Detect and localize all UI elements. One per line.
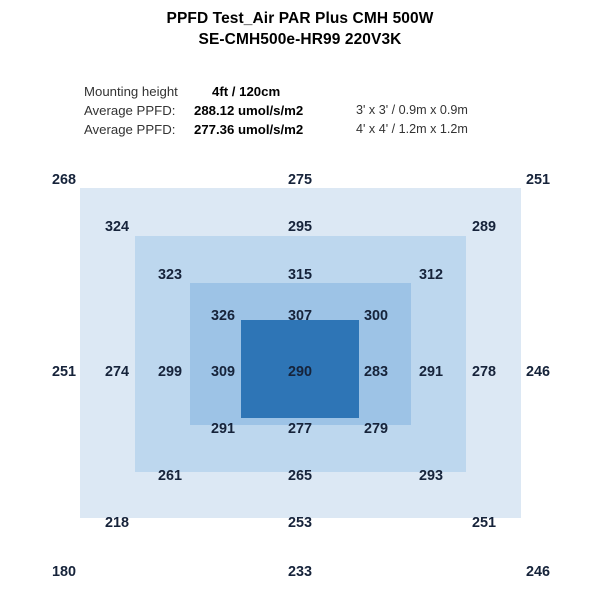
average-ppfd-label-2: Average PPFD: [84, 122, 176, 137]
value-r4c8: 246 [525, 364, 551, 380]
average-ppfd-row-1: Average PPFD: 288.12 umol/s/m2 3' x 3' / … [84, 101, 544, 120]
value-r1c7: 289 [471, 219, 497, 235]
average-ppfd-area-1: 3' x 3' / 0.9m x 0.9m [356, 103, 468, 117]
value-r0c8: 251 [525, 172, 551, 188]
average-ppfd-area-2: 4' x 4' / 1.2m x 1.2m [356, 122, 468, 136]
average-ppfd-value-1: 288.12 umol/s/m2 [194, 103, 304, 118]
value-r5c3: 291 [210, 421, 236, 437]
value-r6c4: 265 [287, 468, 313, 484]
average-ppfd-label-1: Average PPFD: [84, 103, 176, 118]
value-r5c4: 277 [287, 421, 313, 437]
value-r8c0: 180 [51, 564, 77, 580]
value-r7c7: 251 [471, 515, 497, 531]
value-r1c4: 295 [287, 219, 313, 235]
value-r6c6: 293 [418, 468, 444, 484]
value-r4c0: 251 [51, 364, 77, 380]
value-r6c2: 261 [157, 468, 183, 484]
value-r4c4: 290 [287, 364, 313, 380]
value-r3c4: 307 [287, 308, 313, 324]
value-r2c4: 315 [287, 267, 313, 283]
ring-4-center-rect [241, 320, 359, 418]
value-r4c2: 299 [157, 364, 183, 380]
mounting-height-row: Mounting height 4ft / 120cm [84, 82, 544, 101]
mounting-height-value: 4ft / 120cm [212, 84, 281, 99]
value-r7c4: 253 [287, 515, 313, 531]
value-r8c8: 246 [525, 564, 551, 580]
mounting-height-label: Mounting height [84, 84, 178, 99]
value-r7c1: 218 [104, 515, 130, 531]
value-r4c1: 274 [104, 364, 130, 380]
value-r2c6: 312 [418, 267, 444, 283]
title-line-1: PPFD Test_Air PAR Plus CMH 500W [166, 10, 434, 27]
title-line-2: SE-CMH500e-HR99 220V3K [198, 31, 402, 48]
value-r4c6: 291 [418, 364, 444, 380]
value-r5c5: 279 [363, 421, 389, 437]
value-r8c4: 233 [287, 564, 313, 580]
value-r1c1: 324 [104, 219, 130, 235]
average-ppfd-row-2: Average PPFD: 277.36 umol/s/m2 4' x 4' / … [84, 120, 544, 139]
chart-title: PPFD Test_Air PAR Plus CMH 500W SE-CMH50… [0, 8, 600, 50]
average-ppfd-value-2: 277.36 umol/s/m2 [194, 122, 304, 137]
value-r3c5: 300 [363, 308, 389, 324]
info-block: Mounting height 4ft / 120cm Average PPFD:… [84, 82, 544, 139]
value-r4c3: 309 [210, 364, 236, 380]
ppfd-footprint-map: 268 275 251 324 295 289 323 315 312 326 307 300 251 2… [0, 160, 600, 590]
value-r4c7: 278 [471, 364, 497, 380]
value-r0c4: 275 [287, 172, 313, 188]
value-r3c3: 326 [210, 308, 236, 324]
value-r2c2: 323 [157, 267, 183, 283]
value-r0c0: 268 [51, 172, 77, 188]
value-r4c5: 283 [363, 364, 389, 380]
